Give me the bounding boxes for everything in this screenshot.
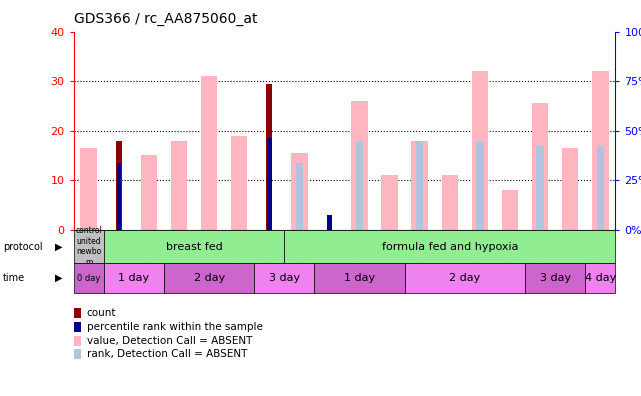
Bar (266, 84, 272, 230)
Bar (285, 230, 615, 263)
Bar (585, 263, 615, 293)
Text: ▶: ▶ (54, 242, 62, 251)
Bar (201, 76, 217, 230)
Text: protocol: protocol (3, 242, 43, 251)
Bar (356, 141, 363, 230)
Bar (116, 141, 122, 230)
Bar (476, 141, 484, 230)
Text: ▶: ▶ (54, 273, 62, 283)
Bar (254, 263, 315, 293)
Text: 3 day: 3 day (540, 273, 570, 283)
Bar (532, 103, 549, 230)
Text: value, Detection Call = ABSENT: value, Detection Call = ABSENT (87, 335, 252, 346)
Text: 1 day: 1 day (344, 273, 375, 283)
Bar (381, 175, 398, 230)
Bar (296, 163, 303, 230)
Bar (404, 263, 525, 293)
Bar (291, 153, 308, 230)
Bar (117, 163, 121, 230)
Bar (74, 230, 104, 263)
Text: percentile rank within the sample: percentile rank within the sample (87, 322, 262, 332)
Text: 4 day: 4 day (585, 273, 616, 283)
Bar (164, 263, 254, 293)
Text: 1 day: 1 day (119, 273, 149, 283)
Bar (104, 230, 285, 263)
Text: time: time (3, 273, 26, 283)
Bar (171, 141, 187, 230)
Bar (74, 263, 104, 293)
Text: formula fed and hypoxia: formula fed and hypoxia (381, 242, 518, 251)
Bar (592, 71, 608, 230)
Bar (412, 141, 428, 230)
Text: breast fed: breast fed (166, 242, 222, 251)
Bar (442, 175, 458, 230)
Text: GDS366 / rc_AA875060_at: GDS366 / rc_AA875060_at (74, 12, 257, 26)
Text: control
united
newbo
m: control united newbo m (76, 227, 102, 267)
Text: 0 day: 0 day (77, 274, 101, 283)
Bar (416, 141, 424, 230)
Text: 2 day: 2 day (449, 273, 481, 283)
Text: 2 day: 2 day (194, 273, 225, 283)
Bar (81, 148, 97, 230)
Text: count: count (87, 308, 116, 318)
Bar (327, 215, 332, 230)
Bar (267, 138, 272, 230)
Bar (525, 263, 585, 293)
Bar (562, 148, 578, 230)
Bar (537, 145, 544, 230)
Bar (104, 263, 164, 293)
Text: rank, Detection Call = ABSENT: rank, Detection Call = ABSENT (87, 349, 247, 360)
Bar (351, 101, 368, 230)
Bar (140, 155, 157, 230)
Bar (597, 145, 604, 230)
Bar (315, 263, 404, 293)
Bar (231, 135, 247, 230)
Bar (472, 71, 488, 230)
Text: 3 day: 3 day (269, 273, 300, 283)
Bar (502, 190, 519, 230)
